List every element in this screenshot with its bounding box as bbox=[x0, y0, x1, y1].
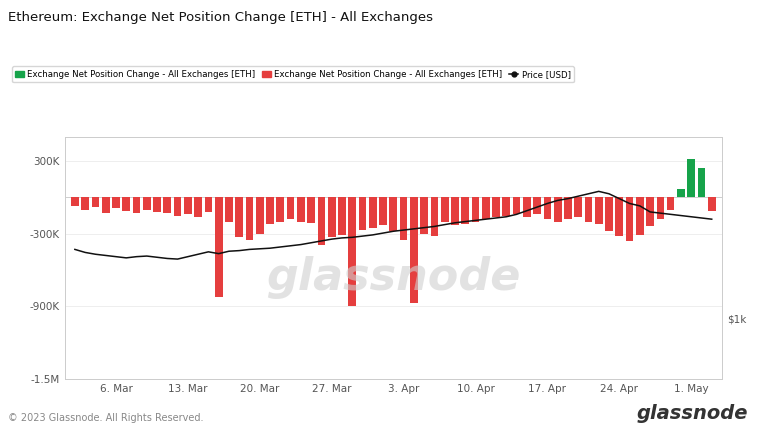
Text: © 2023 Glassnode. All Rights Reserved.: © 2023 Glassnode. All Rights Reserved. bbox=[8, 413, 203, 423]
Bar bbox=[184, 197, 192, 214]
Bar bbox=[307, 197, 315, 223]
Bar bbox=[451, 197, 459, 225]
Bar bbox=[502, 197, 510, 216]
Bar bbox=[667, 197, 674, 210]
Bar bbox=[636, 197, 644, 235]
Bar bbox=[122, 197, 130, 211]
Bar bbox=[204, 197, 212, 212]
Bar bbox=[195, 197, 202, 217]
Bar bbox=[318, 197, 325, 244]
Bar bbox=[625, 197, 633, 241]
Bar bbox=[154, 197, 161, 212]
Bar bbox=[513, 197, 521, 214]
Text: glassnode: glassnode bbox=[637, 404, 749, 423]
Bar bbox=[430, 197, 439, 236]
Bar bbox=[543, 197, 551, 219]
Bar bbox=[400, 197, 407, 240]
Bar bbox=[163, 197, 171, 213]
Bar bbox=[441, 197, 448, 222]
Bar bbox=[534, 197, 541, 214]
Legend: Exchange Net Position Change - All Exchanges [ETH], Exchange Net Position Change: Exchange Net Position Change - All Excha… bbox=[12, 66, 574, 82]
Text: glassnode: glassnode bbox=[266, 256, 521, 299]
Bar bbox=[359, 197, 366, 230]
Bar bbox=[379, 197, 387, 225]
Bar bbox=[338, 197, 346, 235]
Bar bbox=[174, 197, 182, 216]
Bar bbox=[482, 197, 489, 219]
Bar bbox=[616, 197, 623, 236]
Bar bbox=[554, 197, 562, 222]
Bar bbox=[677, 189, 685, 197]
Bar bbox=[698, 168, 705, 197]
Bar bbox=[245, 197, 253, 240]
Bar bbox=[584, 197, 592, 222]
Bar bbox=[687, 159, 695, 197]
Bar bbox=[277, 197, 284, 222]
Bar bbox=[646, 197, 654, 226]
Bar bbox=[81, 197, 89, 210]
Bar bbox=[420, 197, 428, 234]
Bar bbox=[708, 197, 716, 211]
Bar bbox=[472, 197, 480, 222]
Bar bbox=[461, 197, 469, 224]
Bar bbox=[133, 197, 141, 213]
Bar bbox=[657, 197, 664, 219]
Bar bbox=[369, 197, 377, 228]
Bar bbox=[492, 197, 500, 217]
Text: Ethereum: Exchange Net Position Change [ETH] - All Exchanges: Ethereum: Exchange Net Position Change [… bbox=[8, 11, 432, 24]
Bar bbox=[348, 197, 356, 306]
Bar bbox=[595, 197, 603, 224]
Bar bbox=[215, 197, 223, 297]
Bar bbox=[523, 197, 530, 217]
Bar bbox=[71, 197, 79, 206]
Bar bbox=[256, 197, 264, 234]
Bar bbox=[112, 197, 120, 208]
Bar bbox=[575, 197, 582, 217]
Bar bbox=[564, 197, 572, 219]
Bar bbox=[266, 197, 274, 224]
Bar bbox=[102, 197, 109, 213]
Bar bbox=[91, 197, 100, 207]
Bar bbox=[297, 197, 305, 222]
Bar bbox=[328, 197, 335, 237]
Bar bbox=[389, 197, 397, 231]
Bar bbox=[236, 197, 243, 237]
Bar bbox=[605, 197, 613, 231]
Bar bbox=[287, 197, 294, 219]
Bar bbox=[410, 197, 418, 303]
Bar bbox=[225, 197, 233, 222]
Bar bbox=[143, 197, 150, 210]
